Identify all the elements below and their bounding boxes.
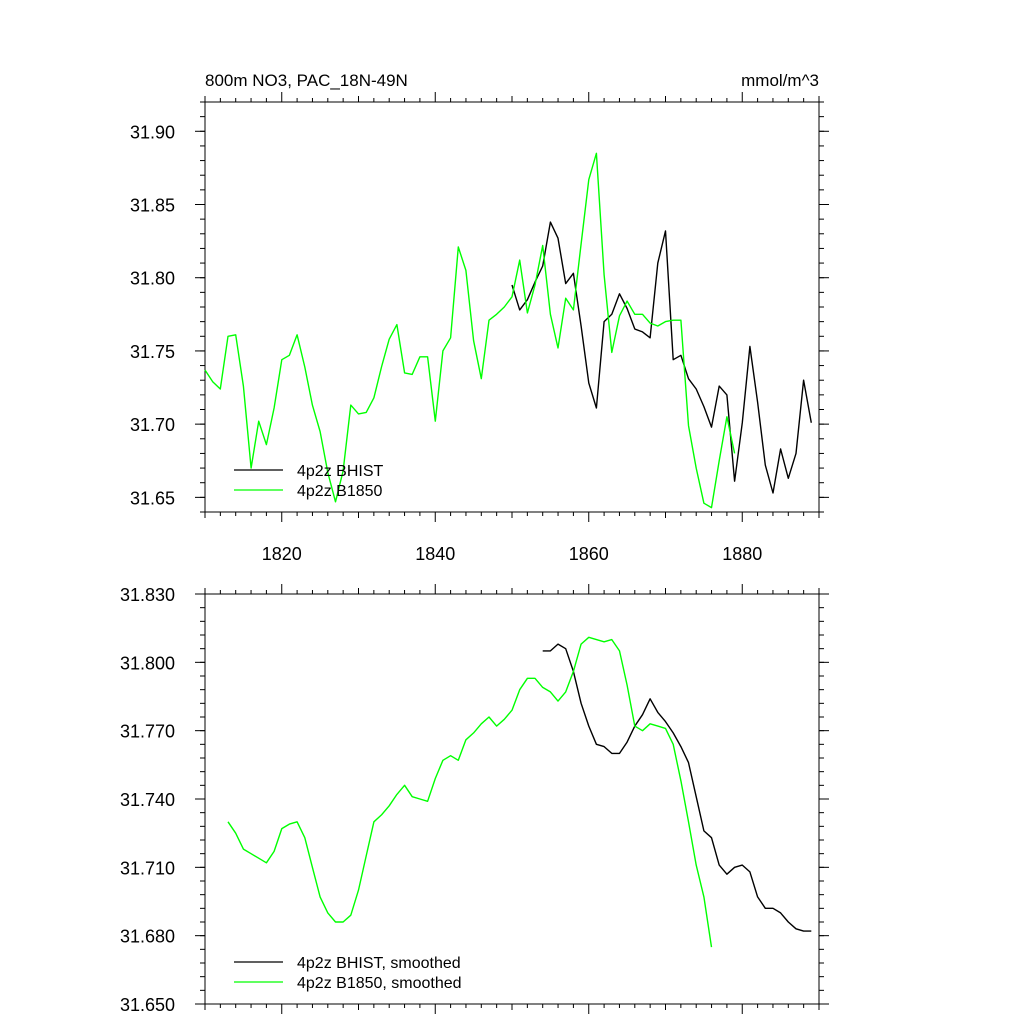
x-tick-label: 1880 [722, 544, 762, 564]
y-tick-label: 31.70 [130, 415, 175, 435]
bottom-legend: 4p2z BHIST, smoothed 4p2z B1850, smoothe… [234, 955, 462, 992]
y-tick-label: 31.830 [120, 585, 175, 605]
bottom-plot-frame [204, 593, 820, 1005]
x-tick-label: 1840 [415, 544, 455, 564]
y-tick-label: 31.770 [120, 722, 175, 742]
y-tick-label: 31.90 [130, 122, 175, 142]
bottom-ticks: 31.650 31.680 31.710 31.740 31.770 31.800 31.8… [120, 584, 829, 1015]
y-tick-label: 31.680 [120, 927, 175, 947]
y-tick-label: 31.800 [120, 653, 175, 673]
y-tick-label: 31.740 [120, 790, 175, 810]
legend-label-b1850-smoothed: 4p2z B1850, smoothed [297, 975, 462, 992]
top-series [204, 152, 812, 509]
bottom-panel: 31.650 31.680 31.710 31.740 31.770 31.800 31.8… [120, 584, 829, 1015]
top-title-right: mmol/m^3 [741, 71, 819, 90]
y-tick-label: 31.650 [120, 995, 175, 1015]
top-title-left: 800m NO3, PAC_18N-49N [205, 71, 408, 90]
y-tick-label: 31.75 [130, 342, 175, 362]
y-tick-label: 31.85 [130, 196, 175, 216]
bottom-series [227, 636, 812, 948]
x-tick-label: 1820 [262, 544, 302, 564]
legend-label-bhist: 4p2z BHIST [297, 463, 383, 480]
top-ticks: 31.65 31.70 31.75 31.80 31.85 31.90 1820 1840 18… [130, 92, 829, 564]
series-line-bhist [542, 643, 812, 932]
series-line-b1850 [204, 152, 736, 509]
y-tick-label: 31.65 [130, 488, 175, 508]
series-line-bhist [511, 221, 812, 494]
legend-label-bhist-smoothed: 4p2z BHIST, smoothed [297, 955, 461, 972]
y-tick-label: 31.80 [130, 269, 175, 289]
top-panel: 800m NO3, PAC_18N-49N mmol/m^3 31.65 31.7… [130, 71, 829, 564]
y-tick-label: 31.710 [120, 858, 175, 878]
top-plot-frame [204, 101, 820, 513]
legend-label-b1850: 4p2z B1850 [297, 483, 383, 500]
top-legend: 4p2z BHIST 4p2z B1850 [234, 463, 383, 500]
series-line-b1850 [227, 636, 713, 948]
x-tick-label: 1860 [569, 544, 609, 564]
